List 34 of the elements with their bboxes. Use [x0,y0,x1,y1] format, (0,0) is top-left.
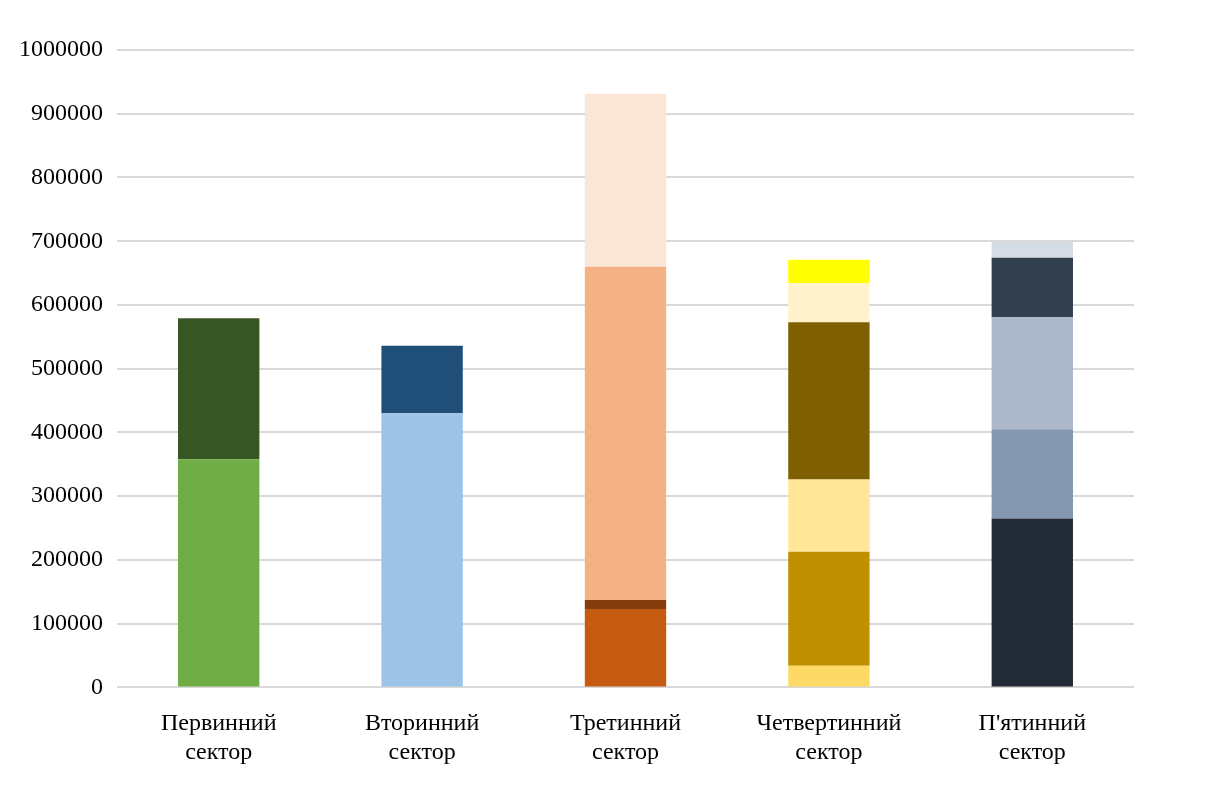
bar [381,413,463,687]
bar [178,318,260,460]
bar [788,551,870,666]
bar [584,93,667,267]
y-tick-label: 300000 [31,481,103,508]
x-tick-label: Четвертинний сектор [756,709,902,764]
y-tick-label: 600000 [31,290,103,317]
bar [788,479,870,552]
x-tick-label: П'ятинний сектор [978,709,1087,764]
y-tick-label: 900000 [31,99,103,126]
y-tick-label: 500000 [31,354,103,380]
bar [381,345,463,414]
bar [788,665,870,687]
bar [584,609,667,687]
x-tick-label: Первинний сектор [160,709,277,764]
y-tick-label: 200000 [31,545,103,572]
bar [788,259,870,284]
x-tick-label: Третинний сектор [569,709,682,764]
y-tick-label: 400000 [31,417,103,444]
bar [991,429,1073,519]
bar [584,600,667,609]
y-tick-label: 700000 [31,226,103,253]
bar [178,459,260,687]
y-tick-label: 800000 [31,162,103,189]
y-tick-label: 1000000 [19,35,103,62]
x-tick-label: Вторинний сектор [364,709,480,764]
y-tick-label: 100000 [31,608,103,635]
bar [584,266,667,601]
y-tick-label: 0 [91,672,103,699]
bar [991,317,1073,430]
bar [991,518,1073,687]
bar [788,322,870,480]
bar [991,257,1073,318]
bar [788,283,870,323]
